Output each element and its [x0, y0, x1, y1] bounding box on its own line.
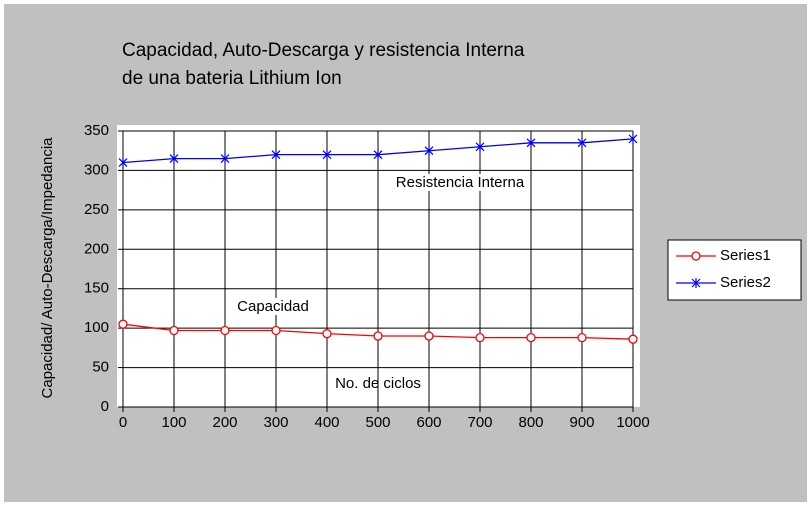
chart-subtitle: de una bateria Lithium Ion [122, 68, 342, 89]
data-point [373, 331, 383, 341]
y-axis-label: Capacidad/ Auto-Descarga/Impedancia [39, 137, 56, 399]
data-point [628, 133, 638, 144]
legend [667, 239, 802, 301]
legend-label: Series2 [720, 274, 771, 291]
data-point [271, 325, 281, 336]
data-point [475, 332, 485, 343]
legend-marker [691, 251, 701, 261]
y-tick-label: 350 [84, 122, 109, 139]
x-tick-label: 900 [569, 414, 594, 431]
annotation: Resistencia Interna [396, 174, 525, 191]
data-point [475, 141, 485, 152]
data-point [322, 149, 332, 160]
annotation-background [393, 173, 527, 191]
data-point [526, 332, 536, 343]
data-point [169, 325, 179, 336]
x-tick-label: 400 [314, 414, 339, 431]
data-point [373, 149, 383, 160]
x-tick-label: 100 [161, 414, 186, 431]
legend-label: Series1 [720, 247, 771, 264]
data-point [424, 145, 434, 156]
y-tick-label: 200 [84, 240, 109, 257]
data-point [322, 329, 332, 339]
data-point [118, 157, 128, 168]
y-tick-label: 150 [84, 280, 109, 297]
data-point [220, 325, 230, 336]
data-point [424, 331, 434, 341]
x-tick-label: 800 [518, 414, 543, 431]
x-tick-label: 200 [212, 414, 237, 431]
y-tick-label: 250 [84, 201, 109, 218]
data-point [271, 149, 281, 160]
data-point [220, 153, 230, 164]
data-point [526, 137, 536, 148]
data-point [577, 332, 587, 343]
x-tick-label: 600 [416, 414, 441, 431]
annotation-background [235, 297, 311, 315]
y-tick-label: 100 [84, 319, 109, 336]
x-tick-label: 500 [365, 414, 390, 431]
y-tick-label: 300 [84, 161, 109, 178]
x-tick-label: 700 [467, 414, 492, 431]
x-tick-label: 300 [263, 414, 288, 431]
data-point [118, 319, 128, 329]
data-point [628, 334, 638, 344]
y-tick-label: 0 [101, 398, 109, 415]
data-point [577, 137, 587, 148]
legend-marker [691, 278, 701, 288]
x-tick-label: 1000 [616, 414, 649, 431]
chart-title: Capacidad, Auto-Descarga y resistencia I… [122, 40, 525, 61]
annotation: Capacidad [237, 298, 309, 315]
x-tick-label: 0 [119, 414, 127, 431]
y-tick-label: 50 [92, 359, 109, 376]
data-point [169, 153, 179, 164]
